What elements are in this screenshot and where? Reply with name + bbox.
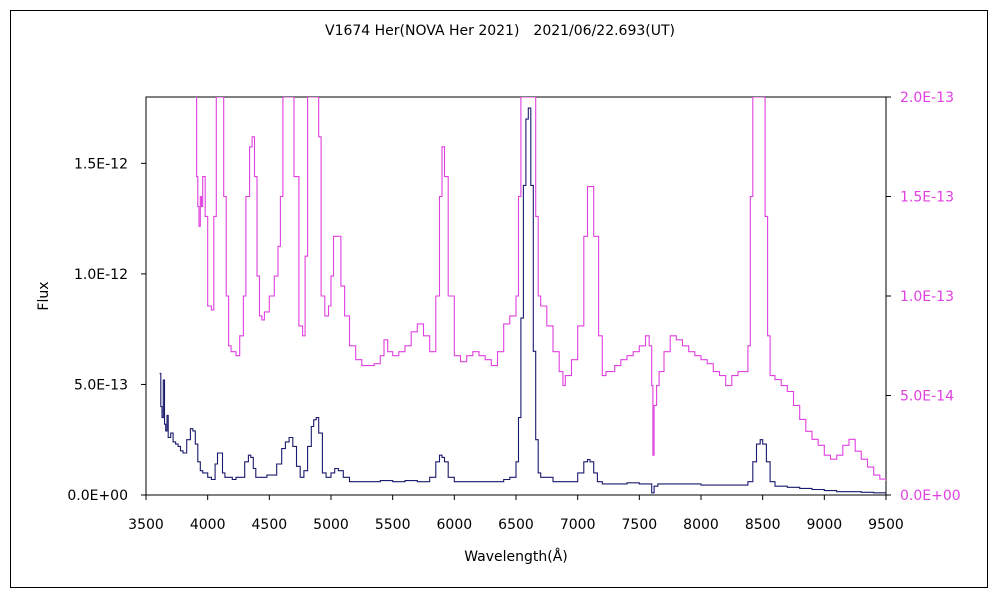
flux-scaled-series-line bbox=[195, 97, 886, 482]
x-tick-label: 9000 bbox=[807, 517, 843, 533]
x-axis-label: Wavelength(Å) bbox=[464, 548, 568, 565]
left-tick-label: 1.5E-12 bbox=[74, 156, 128, 172]
right-tick-label: 1.5E-13 bbox=[900, 190, 954, 206]
right-tick-label: 5.0E-14 bbox=[900, 389, 954, 405]
right-tick-label: 0.0E+00 bbox=[900, 488, 961, 504]
flux-series-line bbox=[159, 107, 886, 494]
chart-title: V1674 Her(NOVA Her 2021) 2021/06/22.693(… bbox=[325, 23, 675, 39]
x-tick-label: 4000 bbox=[190, 517, 226, 533]
x-tick-label: 7000 bbox=[560, 517, 596, 533]
right-axis: 0.0E+00 5.0E-14 1.0E-13 1.5E-13 2.0E-13 bbox=[886, 90, 961, 504]
x-tick-label: 5000 bbox=[313, 517, 349, 533]
x-tick-label: 4500 bbox=[252, 517, 288, 533]
left-tick-label: 5.0E-13 bbox=[74, 377, 128, 393]
x-tick-label: 9500 bbox=[868, 517, 904, 533]
x-tick-label: 6000 bbox=[437, 517, 473, 533]
left-tick-label: 0.0E+00 bbox=[67, 488, 128, 504]
left-axis: 0.0E+00 5.0E-13 1.0E-12 1.5E-12 bbox=[67, 156, 146, 504]
x-tick-label: 6500 bbox=[498, 517, 534, 533]
x-tick-label: 5500 bbox=[375, 517, 411, 533]
chart-frame bbox=[10, 10, 988, 588]
left-tick-label: 1.0E-12 bbox=[74, 267, 128, 283]
series-layer bbox=[159, 97, 886, 494]
x-tick-label: 8000 bbox=[683, 517, 719, 533]
x-axis: 3500 4000 4500 5000 5500 6000 6500 7000 7500 8000… bbox=[128, 495, 904, 533]
x-tick-label: 7500 bbox=[622, 517, 658, 533]
x-tick-label: 3500 bbox=[128, 517, 164, 533]
y-axis-label: Flux bbox=[36, 281, 52, 310]
right-tick-label: 2.0E-13 bbox=[900, 90, 954, 106]
x-tick-label: 8500 bbox=[745, 517, 781, 533]
right-tick-label: 1.0E-13 bbox=[900, 289, 954, 305]
